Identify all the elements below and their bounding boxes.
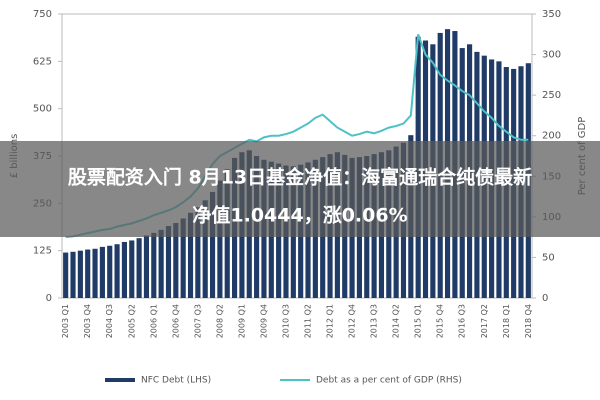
bar bbox=[63, 252, 69, 298]
y-tick-label: 125 bbox=[33, 246, 52, 257]
y2-tick-label: 200 bbox=[542, 131, 561, 142]
x-tick-label: 2005 Q2 bbox=[127, 304, 136, 338]
bar bbox=[151, 232, 157, 298]
bar bbox=[217, 180, 223, 298]
bar bbox=[165, 226, 172, 298]
bar bbox=[195, 207, 201, 298]
bar bbox=[173, 223, 179, 298]
x-tick-label: 2003 Q4 bbox=[83, 304, 92, 338]
bar bbox=[180, 218, 186, 298]
x-tick-label: 2012 Q1 bbox=[326, 304, 335, 338]
x-tick-label: 2015 Q1 bbox=[414, 304, 423, 338]
x-tick-label: 2007 Q3 bbox=[193, 304, 202, 338]
x-tick-label: 2009 Q1 bbox=[237, 304, 246, 338]
x-tick-label: 2009 Q4 bbox=[259, 304, 268, 338]
bar bbox=[85, 249, 91, 298]
y2-tick-label: 300 bbox=[542, 50, 561, 61]
bar bbox=[143, 235, 150, 298]
bar bbox=[107, 245, 113, 298]
x-tick-label: 2016 Q3 bbox=[458, 304, 467, 338]
x-tick-label: 2018 Q1 bbox=[502, 304, 511, 338]
legend-label: Debt as a per cent of GDP (RHS) bbox=[316, 376, 462, 386]
overlay-band bbox=[0, 141, 600, 237]
x-tick-label: 2006 Q1 bbox=[149, 304, 158, 338]
bar bbox=[202, 200, 208, 298]
x-tick-label: 2003 Q1 bbox=[61, 304, 70, 338]
x-tick-label: 2017 Q2 bbox=[480, 304, 489, 338]
y-tick-label: 0 bbox=[46, 293, 52, 304]
bar bbox=[136, 238, 142, 298]
y2-tick-label: 0 bbox=[542, 293, 548, 304]
x-tick-label: 2008 Q2 bbox=[215, 304, 224, 338]
bar bbox=[70, 251, 76, 298]
bar bbox=[209, 191, 216, 298]
x-tick-label: 2014 Q2 bbox=[392, 304, 401, 338]
y-tick-label: 500 bbox=[33, 104, 52, 115]
bar bbox=[158, 229, 164, 298]
legend-swatch bbox=[105, 378, 135, 382]
bar bbox=[114, 244, 120, 298]
bar bbox=[99, 246, 105, 298]
x-tick-label: 2004 Q3 bbox=[105, 304, 114, 338]
legend-label: NFC Debt (LHS) bbox=[141, 376, 211, 386]
y-tick-label: 750 bbox=[33, 9, 52, 20]
y2-tick-label: 50 bbox=[542, 252, 555, 263]
x-tick-label: 2015 Q4 bbox=[436, 304, 445, 338]
x-tick-label: 2010 Q3 bbox=[281, 304, 290, 338]
x-tick-label: 2011 Q2 bbox=[304, 304, 313, 338]
x-tick-label: 2006 Q4 bbox=[171, 304, 180, 338]
overlay-text: 净值1.0444，涨0.06% bbox=[192, 204, 407, 227]
y-tick-label: 625 bbox=[33, 56, 52, 67]
bar bbox=[129, 240, 135, 298]
bar bbox=[187, 212, 194, 298]
y2-tick-label: 350 bbox=[542, 9, 561, 20]
bar bbox=[77, 250, 83, 298]
x-tick-label: 2013 Q3 bbox=[370, 304, 379, 338]
x-tick-label: 2018 Q4 bbox=[524, 304, 533, 338]
y2-tick-label: 250 bbox=[542, 90, 561, 101]
bar bbox=[92, 248, 98, 298]
x-tick-label: 2012 Q4 bbox=[348, 304, 357, 338]
overlay-text: 股票配资入门 8月13日基金净值：海富通瑞合纯债最新 bbox=[68, 166, 532, 189]
bar bbox=[121, 241, 127, 298]
